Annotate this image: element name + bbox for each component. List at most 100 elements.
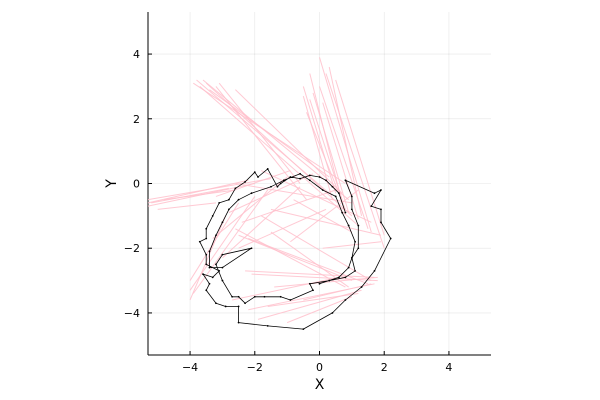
- data-point: [270, 185, 272, 188]
- pink-segment: [322, 102, 359, 220]
- data-point: [221, 221, 224, 224]
- x-tick-label: 0: [316, 361, 323, 374]
- pink-segment: [312, 92, 350, 213]
- data-point: [237, 321, 240, 324]
- y-tick-label: −2: [124, 242, 140, 255]
- data-point: [253, 295, 256, 298]
- data-point: [266, 324, 269, 327]
- pink-segment: [238, 234, 353, 282]
- pink-segment: [235, 89, 343, 194]
- data-point: [302, 328, 305, 331]
- data-point: [380, 189, 382, 191]
- data-point: [237, 295, 240, 298]
- pink-segment: [270, 208, 382, 236]
- y-tick-label: −4: [124, 307, 140, 320]
- data-point: [354, 240, 356, 243]
- x-tick-label: −2: [247, 361, 263, 374]
- data-point: [289, 176, 292, 178]
- data-point: [208, 250, 211, 253]
- data-point: [231, 295, 234, 298]
- data-point: [308, 174, 311, 177]
- data-point: [250, 247, 253, 250]
- pink-segment: [218, 82, 301, 184]
- data-point: [347, 224, 350, 227]
- series-line-group: [198, 168, 392, 331]
- data-point: [202, 273, 204, 276]
- data-point: [279, 295, 282, 298]
- data-point: [244, 180, 246, 183]
- pink-segment: [325, 73, 385, 249]
- pink-segment: [261, 170, 372, 223]
- data-point: [312, 289, 314, 292]
- data-point: [289, 299, 292, 301]
- data-point: [218, 202, 221, 204]
- data-point: [325, 179, 327, 182]
- data-point: [244, 302, 246, 305]
- pink-segment: [261, 215, 372, 282]
- pink-segment: [189, 215, 227, 301]
- pink-segment: [157, 202, 217, 210]
- data-point: [283, 179, 285, 182]
- data-point: [208, 266, 211, 269]
- data-point: [357, 224, 360, 227]
- y-tick-label: 2: [133, 113, 140, 126]
- pink-segment: [322, 241, 382, 249]
- data-point: [370, 205, 373, 208]
- pink-segment: [147, 178, 272, 201]
- data-point: [338, 276, 340, 279]
- data-point: [237, 198, 240, 201]
- pink-segment: [286, 296, 353, 324]
- x-tick-label: −4: [182, 361, 198, 374]
- pink-segment: [328, 66, 363, 216]
- pink-segment: [319, 57, 372, 233]
- pink-segment: [212, 176, 288, 239]
- pink-segment: [215, 170, 291, 197]
- pink-segment-group: [147, 57, 385, 324]
- data-point: [350, 195, 353, 198]
- pink-segment: [267, 293, 359, 307]
- data-point: [328, 279, 331, 282]
- data-point: [308, 179, 311, 182]
- data-point: [205, 227, 208, 230]
- data-point: [227, 198, 230, 201]
- pink-segment: [192, 189, 269, 294]
- data-point: [344, 179, 347, 182]
- pink-segment: [274, 276, 378, 288]
- y-tick-label: 0: [133, 178, 140, 191]
- pink-segment: [290, 189, 359, 243]
- data-point: [350, 257, 353, 259]
- x-tick-label: 2: [381, 361, 388, 374]
- data-point: [263, 295, 266, 298]
- pink-segment: [309, 73, 343, 204]
- pink-segment: [302, 86, 337, 194]
- data-point: [334, 195, 337, 198]
- data-point: [299, 177, 301, 180]
- data-point: [347, 266, 350, 269]
- data-point: [308, 282, 311, 285]
- pink-segment: [335, 79, 385, 236]
- data-point: [257, 176, 259, 178]
- pink-segment: [222, 186, 301, 259]
- data-point: [318, 282, 321, 285]
- data-point: [389, 237, 392, 240]
- data-point: [250, 192, 253, 195]
- data-point: [338, 192, 340, 195]
- data-point: [276, 185, 279, 188]
- data-point: [215, 234, 217, 237]
- x-tick-label: 4: [445, 361, 452, 374]
- pink-segment: [228, 173, 314, 214]
- data-point: [299, 172, 301, 175]
- pink-segment: [241, 189, 336, 223]
- data-point: [350, 208, 353, 211]
- data-point: [205, 263, 208, 266]
- data-point: [234, 187, 237, 190]
- data-point: [331, 185, 334, 188]
- data-point: [221, 253, 224, 256]
- pink-segment: [209, 89, 330, 178]
- data-point: [215, 263, 217, 266]
- pink-segment: [235, 228, 346, 288]
- data-point: [321, 189, 324, 191]
- data-point: [208, 282, 211, 285]
- x-axis-label: X: [315, 377, 325, 393]
